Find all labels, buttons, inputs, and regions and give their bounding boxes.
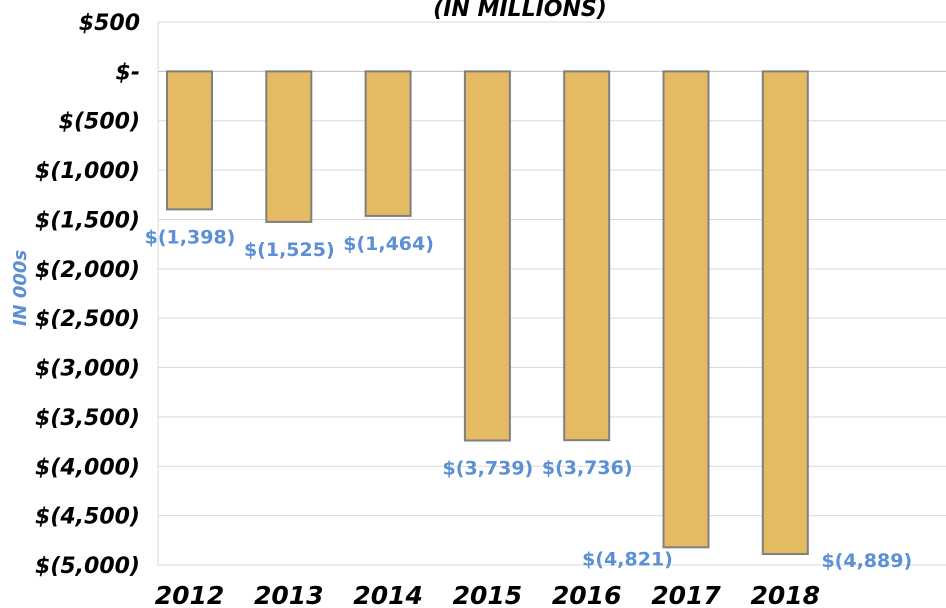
data-label-2012: $(1,398): [145, 226, 236, 248]
bar-2014: [364, 70, 412, 217]
bar-2017: [662, 70, 710, 549]
y-tick-label: $500: [79, 11, 140, 36]
bar-2013: [265, 70, 313, 223]
data-label-2013: $(1,525): [244, 239, 335, 261]
bar-2012: [166, 70, 213, 211]
y-axis-title: IN 000s: [10, 250, 31, 327]
y-tick-label: $(500): [59, 110, 140, 135]
y-tick-label: $(1,500): [35, 208, 140, 233]
data-label-2014: $(1,464): [343, 233, 434, 255]
data-label-2018: $(4,889): [821, 550, 912, 572]
data-label-2017: $(4,821): [582, 548, 673, 570]
x-tick-label: 2013: [254, 581, 324, 608]
y-tick-label: $(2,000): [35, 258, 140, 283]
data-label-2015: $(3,739): [443, 458, 534, 480]
chart-title: (IN MILLIONS): [433, 0, 607, 22]
y-tick-label: $(2,500): [35, 307, 140, 332]
y-tick-label: $(3,500): [35, 406, 140, 431]
y-tick-label: $(4,000): [35, 455, 140, 480]
y-tick-label: $(3,000): [35, 357, 140, 382]
bar-2015: [463, 70, 511, 442]
x-tick-label: 2017: [651, 581, 721, 608]
data-label-2016: $(3,736): [542, 457, 633, 479]
x-tick-label: 2018: [751, 581, 821, 608]
x-tick-label: 2016: [552, 581, 622, 608]
y-tick-label: $(1,000): [35, 159, 140, 184]
y-tick-label: $-: [116, 60, 140, 85]
x-tick-label: 2015: [453, 581, 523, 608]
bar-2016: [563, 70, 611, 442]
bar-2018: [761, 70, 809, 556]
x-tick-label: 2014: [353, 581, 423, 608]
y-tick-label: $(4,500): [35, 505, 140, 530]
x-tick-label: 2012: [155, 581, 225, 608]
x-axis-ticks: 2012 2013 2014 2015 2016 2017 2018: [155, 581, 820, 608]
bars: [166, 70, 809, 556]
y-tick-label: $(5,000): [35, 554, 140, 579]
data-labels: $(1,398) $(1,525) $(1,464) $(3,739) $(3,736)…: [145, 226, 912, 572]
y-axis-ticks: $500 $- $(500) $(1,000) $(1,500) $(2,000) $(2,…: [35, 11, 140, 579]
